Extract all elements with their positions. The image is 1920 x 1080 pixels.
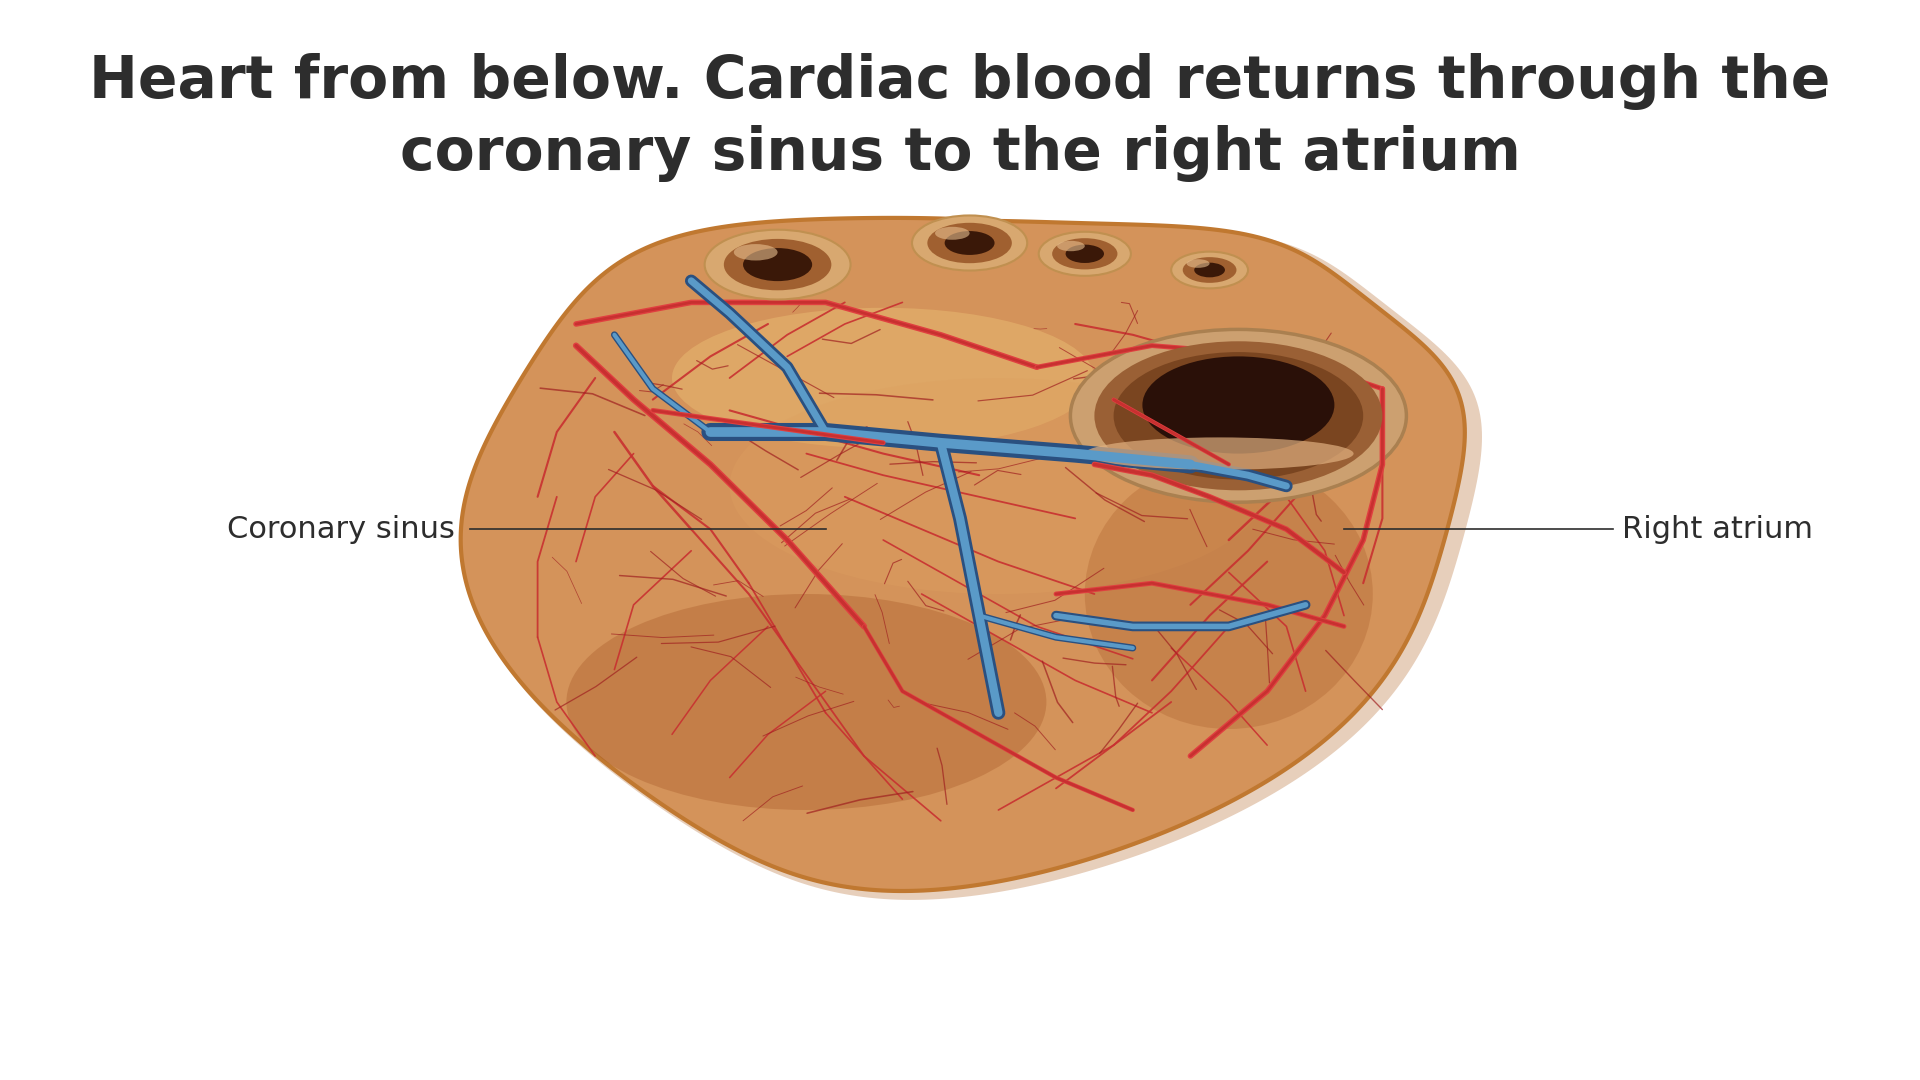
Ellipse shape	[1094, 341, 1382, 490]
Ellipse shape	[705, 230, 851, 299]
Polygon shape	[463, 220, 1482, 900]
Ellipse shape	[912, 216, 1027, 270]
Ellipse shape	[1039, 232, 1131, 275]
Ellipse shape	[730, 378, 1267, 594]
Text: Heart from below. Cardiac blood returns through the: Heart from below. Cardiac blood returns …	[90, 53, 1830, 109]
Ellipse shape	[1085, 437, 1354, 470]
Ellipse shape	[1183, 257, 1236, 283]
Text: Coronary sinus: Coronary sinus	[227, 515, 455, 543]
Ellipse shape	[1171, 252, 1248, 288]
Ellipse shape	[1142, 356, 1334, 454]
Text: Right atrium: Right atrium	[1622, 515, 1812, 543]
Ellipse shape	[566, 594, 1046, 810]
Ellipse shape	[935, 227, 970, 240]
Ellipse shape	[1187, 259, 1210, 268]
Ellipse shape	[945, 231, 995, 255]
Ellipse shape	[1085, 459, 1373, 729]
Ellipse shape	[1071, 329, 1405, 502]
Ellipse shape	[1058, 241, 1085, 252]
Ellipse shape	[1052, 239, 1117, 269]
Ellipse shape	[1066, 244, 1104, 262]
Ellipse shape	[1194, 262, 1225, 278]
Ellipse shape	[724, 239, 831, 291]
Ellipse shape	[927, 222, 1012, 264]
Ellipse shape	[1114, 352, 1363, 480]
Ellipse shape	[733, 244, 778, 260]
Polygon shape	[461, 218, 1465, 891]
Ellipse shape	[743, 248, 812, 281]
Ellipse shape	[672, 308, 1094, 448]
Text: coronary sinus to the right atrium: coronary sinus to the right atrium	[399, 125, 1521, 181]
